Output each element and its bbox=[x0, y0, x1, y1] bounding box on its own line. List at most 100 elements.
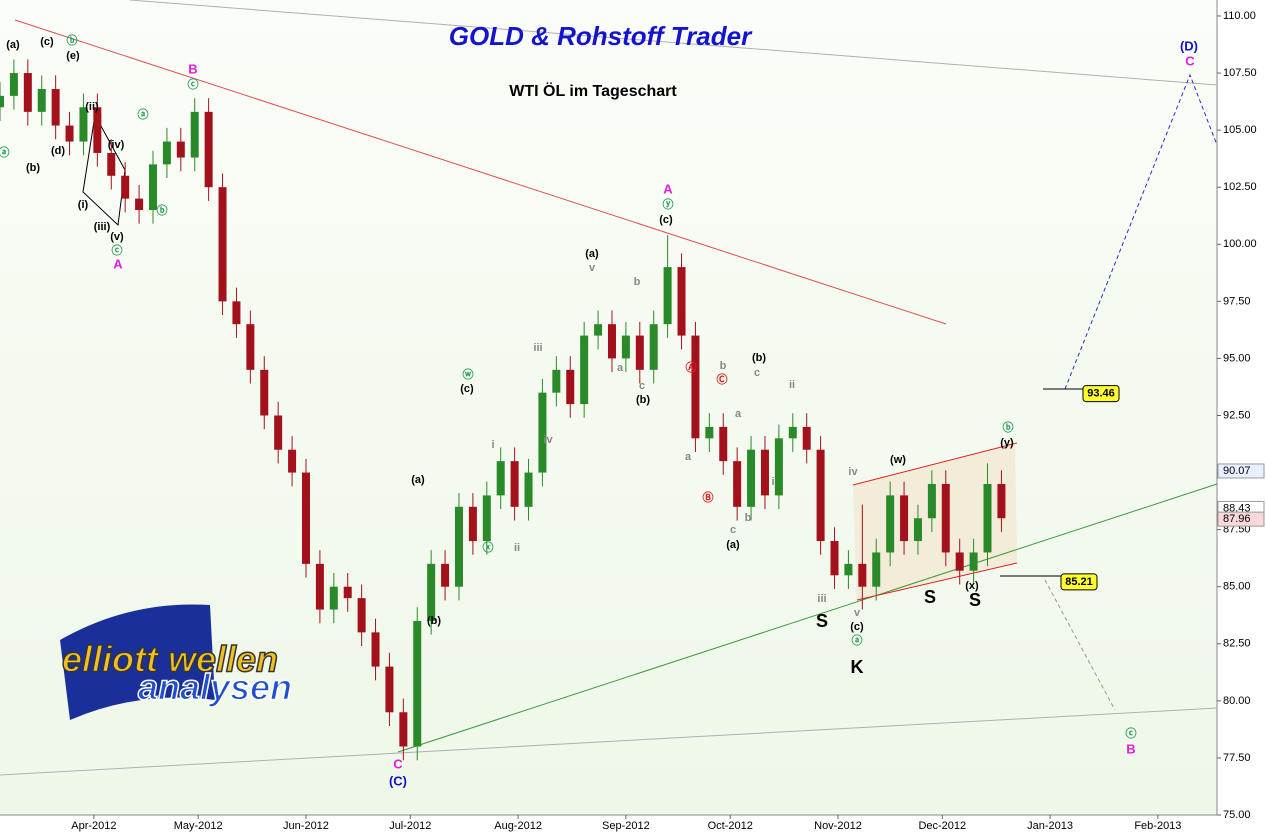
wave-label: iii bbox=[533, 342, 542, 354]
wave-label: C bbox=[393, 756, 403, 771]
y-tick-label: 97.50 bbox=[1223, 295, 1251, 307]
y-tick-label: 95.00 bbox=[1223, 352, 1251, 364]
trendline bbox=[397, 483, 1218, 753]
wave-label: (b) bbox=[752, 352, 766, 364]
wave-label: S bbox=[969, 590, 981, 610]
candle-body bbox=[510, 461, 519, 507]
logo-text: elliott wellen bbox=[62, 639, 278, 680]
y-tick-label: 100.00 bbox=[1223, 238, 1257, 250]
candle-body bbox=[232, 301, 241, 325]
candle-body bbox=[747, 449, 756, 507]
candle-body bbox=[566, 369, 575, 405]
wave-label: a bbox=[735, 408, 742, 420]
candle-body bbox=[858, 563, 867, 587]
price-tag-box bbox=[1217, 463, 1265, 479]
candle-body bbox=[246, 324, 255, 370]
wave-label: (b) bbox=[636, 394, 650, 406]
wave-label: (y) bbox=[1000, 437, 1014, 449]
candle-body bbox=[802, 426, 811, 450]
candle-body bbox=[524, 472, 533, 507]
wave-label: (a) bbox=[726, 539, 740, 551]
candle-body bbox=[886, 495, 895, 553]
candle-body bbox=[371, 632, 380, 667]
level-tag-box bbox=[1060, 573, 1098, 591]
wedge bbox=[82, 114, 126, 227]
wave-label: v bbox=[589, 262, 596, 274]
wave-label: (d) bbox=[51, 145, 65, 157]
candle-body bbox=[830, 541, 839, 576]
channel-line bbox=[856, 562, 1018, 601]
candle-body bbox=[65, 125, 74, 142]
y-tick-label: 102.50 bbox=[1223, 181, 1257, 193]
candle-body bbox=[385, 666, 394, 713]
candle-body bbox=[121, 175, 130, 199]
wave-label: (ii) bbox=[85, 101, 99, 113]
y-tick-label: 82.50 bbox=[1223, 638, 1251, 650]
x-tick-label: Jul-2012 bbox=[389, 820, 431, 832]
wave-label: b bbox=[720, 360, 727, 372]
logo-text: analysen bbox=[138, 667, 292, 708]
wave-label: iii bbox=[817, 593, 826, 605]
candle-body bbox=[343, 586, 352, 599]
projection bbox=[1044, 579, 1116, 711]
wave-label: (a) bbox=[585, 248, 599, 260]
wave-label: Ⓑ bbox=[703, 490, 714, 504]
wave-label: A bbox=[663, 181, 673, 196]
candle-body bbox=[677, 267, 686, 336]
candle-body bbox=[427, 563, 436, 621]
candle-body bbox=[955, 552, 964, 571]
candle-body bbox=[148, 164, 157, 211]
wave-label: S bbox=[924, 587, 936, 607]
candle-body bbox=[79, 107, 88, 142]
x-tick-label: May-2012 bbox=[174, 820, 223, 832]
candle-body bbox=[0, 95, 4, 108]
wave-label: ⓧ bbox=[483, 540, 494, 554]
y-tick-label: 92.50 bbox=[1223, 409, 1251, 421]
candle-body bbox=[788, 426, 797, 439]
x-tick-label: Oct-2012 bbox=[708, 820, 753, 832]
y-tick-label: 80.00 bbox=[1223, 695, 1251, 707]
wave-label: v bbox=[854, 607, 861, 619]
candle-body bbox=[482, 495, 491, 542]
candle-body bbox=[51, 89, 60, 126]
wave-label: c bbox=[730, 524, 736, 536]
price-tag-box bbox=[1217, 511, 1265, 527]
price-tag: 90.07 bbox=[1223, 465, 1251, 477]
price-tag: 88.43 bbox=[1223, 502, 1251, 514]
wave-label: (i) bbox=[78, 199, 89, 211]
logo: elliott wellen analysen bbox=[60, 604, 293, 720]
wave-label: c bbox=[754, 367, 760, 379]
price-tag: 87.96 bbox=[1223, 513, 1251, 525]
y-tick-label: 107.50 bbox=[1223, 67, 1257, 79]
wave-label: (c) bbox=[659, 214, 673, 226]
axis-area bbox=[1217, 0, 1266, 833]
candle-body bbox=[872, 552, 881, 587]
wave-label: (b) bbox=[26, 162, 40, 174]
wave-label: ii bbox=[789, 379, 795, 391]
wave-label: iv bbox=[848, 466, 858, 478]
wave-label: (w) bbox=[890, 454, 906, 466]
candle-body bbox=[649, 324, 658, 370]
candle-body bbox=[621, 335, 630, 359]
level-tag: 93.46 bbox=[1087, 387, 1115, 399]
candle-body bbox=[538, 392, 547, 473]
wave-label: ⓑ bbox=[157, 203, 168, 217]
wave-label: ⓐ bbox=[852, 633, 863, 647]
x-tick-label: Sep-2012 bbox=[602, 820, 650, 832]
x-tick-label: Aug-2012 bbox=[494, 820, 542, 832]
wave-label: (a) bbox=[411, 474, 425, 486]
trendline bbox=[14, 19, 947, 325]
candle-body bbox=[315, 563, 324, 610]
wave-label: (iii) bbox=[94, 221, 111, 233]
wave-label: (a) bbox=[6, 39, 20, 51]
candle-body bbox=[288, 449, 297, 473]
wave-label: ⓑ bbox=[67, 33, 78, 47]
y-tick-label: 85.00 bbox=[1223, 581, 1251, 593]
candle-body bbox=[162, 141, 171, 165]
wave-label: (c) bbox=[40, 36, 54, 48]
candle-body bbox=[23, 73, 32, 112]
channel-line bbox=[852, 442, 1018, 486]
x-tick-label: Feb-2013 bbox=[1134, 820, 1181, 832]
wave-label: a bbox=[685, 451, 692, 463]
candle-body bbox=[329, 586, 338, 610]
